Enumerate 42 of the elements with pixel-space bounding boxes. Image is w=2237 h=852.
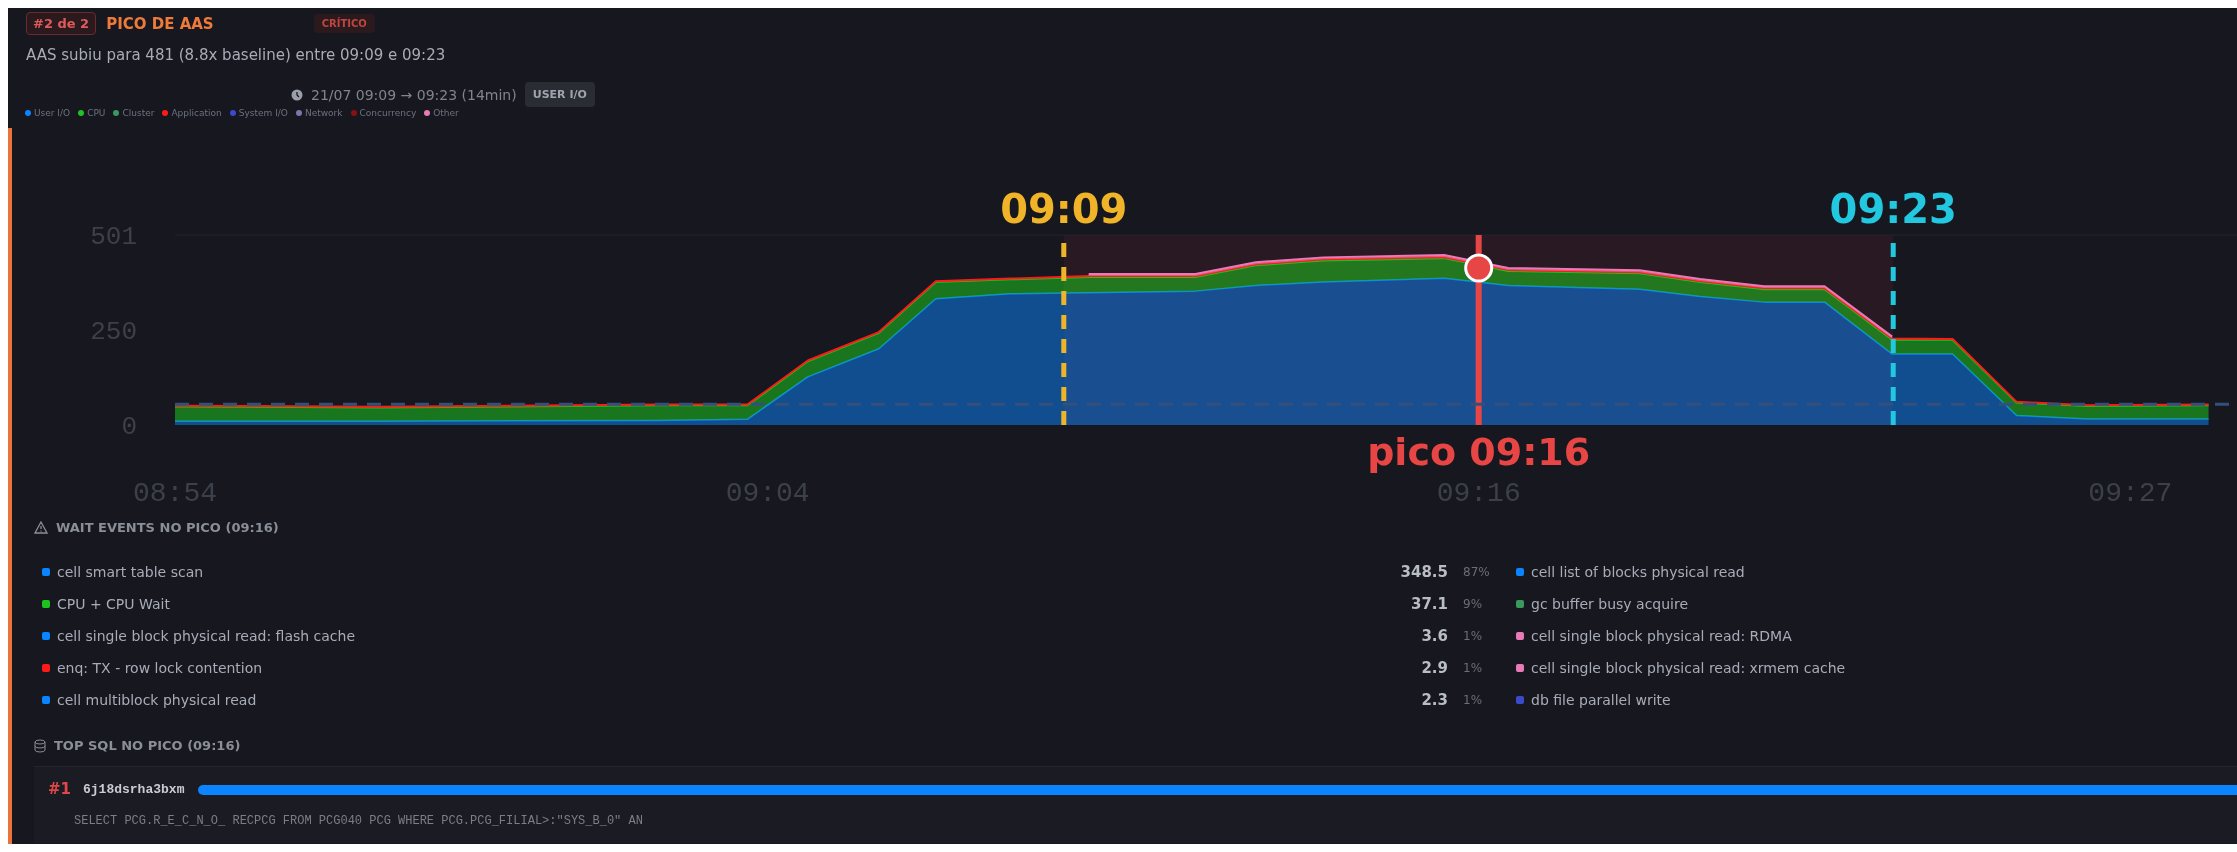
text: 348.5	[1400, 563, 1448, 581]
legend-label: System I/O	[237, 108, 288, 118]
text: cell multiblock physical read	[57, 692, 257, 708]
ref-line-label: pico 09:16	[1367, 430, 1591, 474]
text: 1%	[1463, 629, 1483, 643]
ref-line-label: 09:09	[1000, 186, 1128, 232]
text: cell single block physical read: xrmem cache	[1531, 660, 1846, 676]
text: SELECT PCG.R_E_C_N_O_ RECPCG FROM PCG040 PCG WHERE PCG.PCG_FILIAL>:"SYS_B_0" AN	[74, 814, 643, 828]
text: 87%	[1463, 565, 1490, 579]
text: enq: TX - row lock contention	[57, 660, 263, 676]
text: #1	[48, 780, 72, 798]
text: cell single block physical read: flash cache	[57, 628, 356, 644]
text: 3.6	[1421, 627, 1448, 645]
text: 6j18dsrha3bxm	[83, 781, 185, 797]
legend-label: Cluster	[121, 108, 155, 118]
text: cell list of blocks physical read	[1531, 564, 1745, 580]
text: 9%	[1463, 597, 1483, 611]
text: gc buffer busy acquire	[1531, 596, 1689, 612]
text: 37.1	[1410, 595, 1448, 613]
legend-label: Concurrency	[358, 108, 417, 118]
text: 2.9	[1421, 659, 1448, 677]
legend-label: User I/O	[33, 108, 71, 118]
legend-label: Network	[303, 108, 343, 118]
text: cell smart table scan	[57, 564, 204, 580]
text: 1%	[1463, 693, 1483, 707]
legend-label: CPU	[86, 108, 106, 118]
text: 2.3	[1421, 691, 1448, 709]
text: 21/07 09:09 → 09:23 (14min)	[311, 86, 517, 103]
legend-label: Application	[170, 108, 222, 118]
text: db file parallel write	[1531, 692, 1671, 708]
ref-line-label: 09:23	[1829, 186, 1957, 232]
legend-label: Other	[432, 108, 459, 118]
text: TOP SQL NO PICO (09:16)	[54, 738, 241, 753]
text: 1%	[1463, 661, 1483, 675]
text: cell single block physical read: RDMA	[1531, 628, 1792, 644]
text: #2 de 2	[26, 12, 97, 35]
text: CPU + CPU Wait	[57, 596, 170, 612]
text: USER I/O	[524, 82, 595, 107]
chart-title: PICO DE AAS	[106, 14, 214, 33]
text: WAIT EVENTS NO PICO (09:16)	[56, 520, 279, 535]
text: CRÍTICO	[313, 14, 375, 33]
chart-subtitle: AAS subiu para 481 (8.8x baseline) entre 09:09 e 09:23	[26, 46, 446, 64]
